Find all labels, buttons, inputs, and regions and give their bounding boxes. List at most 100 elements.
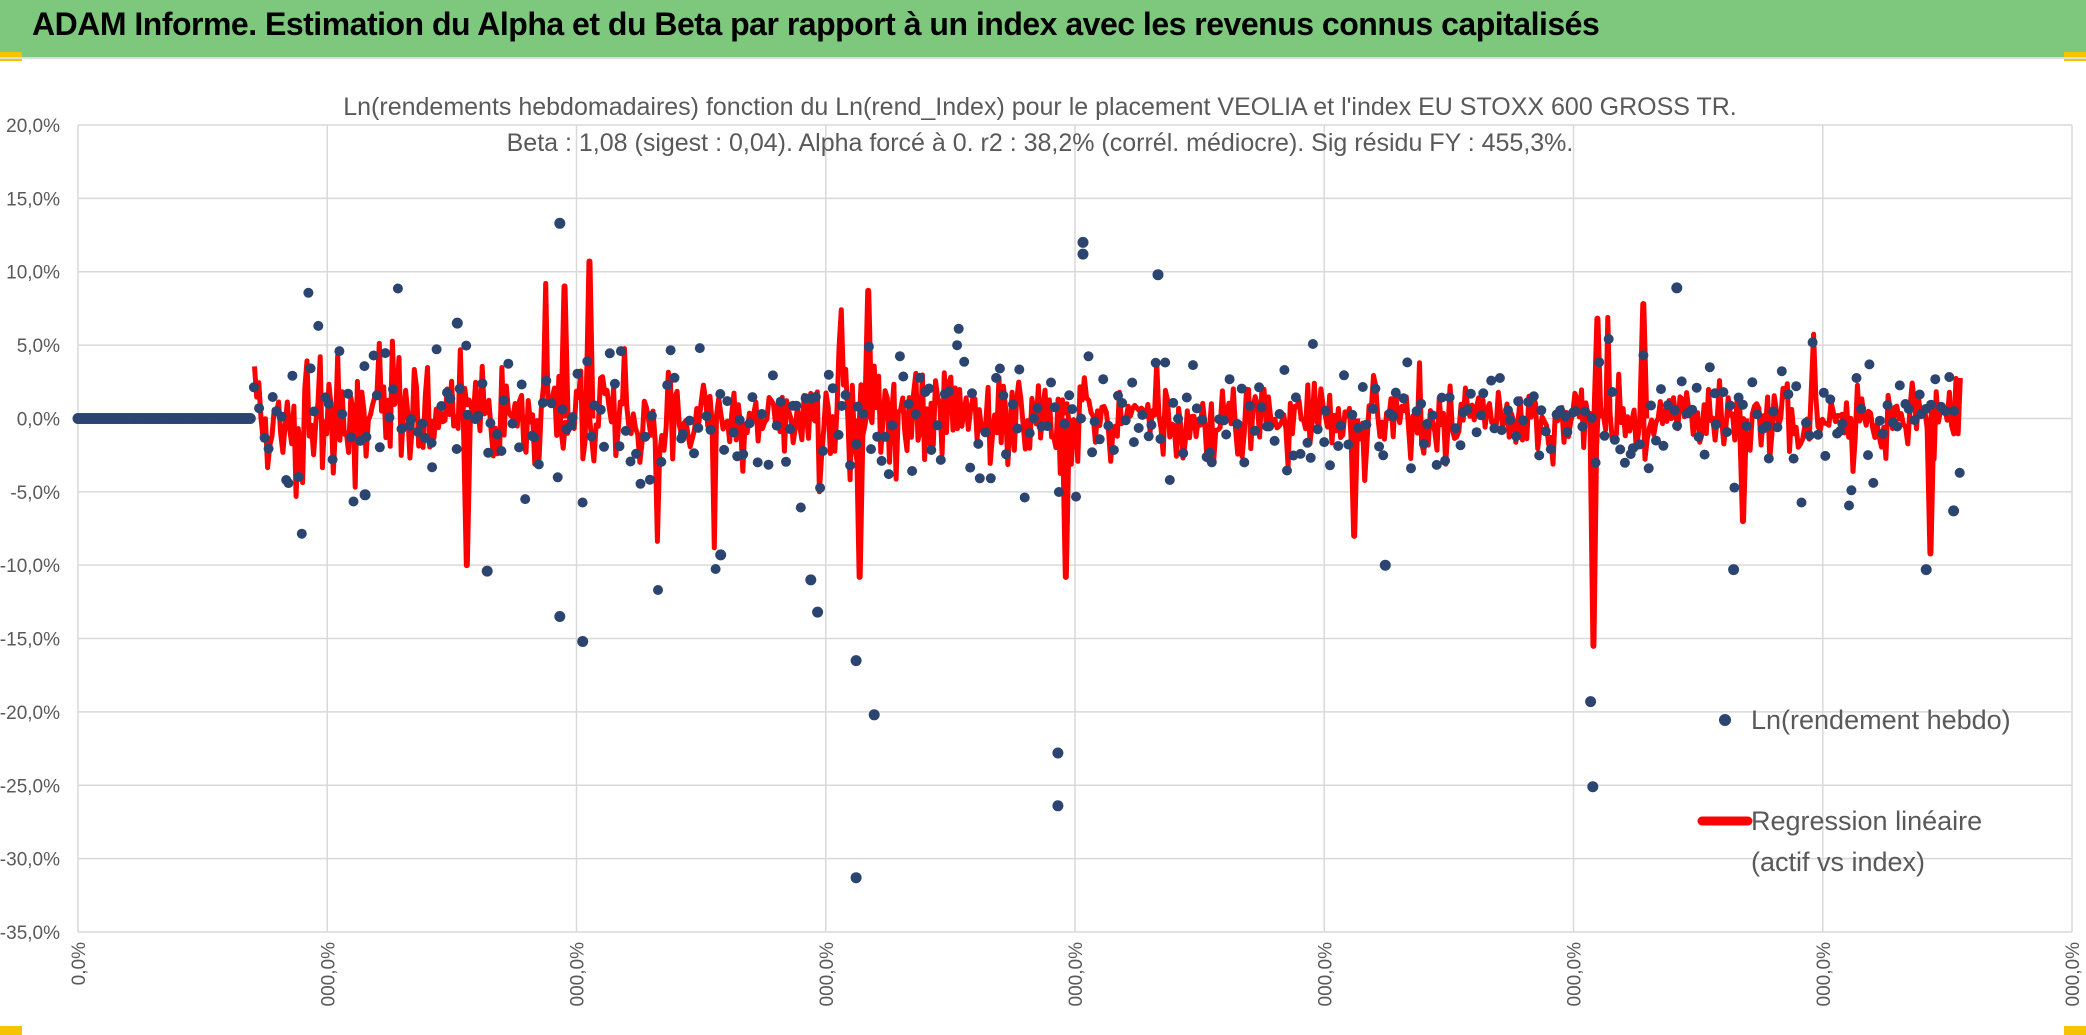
data-point — [1128, 437, 1139, 448]
outlier-point — [451, 317, 463, 329]
data-point — [640, 431, 651, 442]
corner-mark-top-right — [2064, 52, 2086, 61]
data-point — [932, 420, 943, 431]
data-point — [254, 403, 265, 414]
data-point — [267, 392, 278, 402]
data-point — [1729, 482, 1740, 493]
data-point — [876, 455, 887, 466]
data-point — [756, 409, 767, 419]
data-point — [620, 425, 631, 436]
data-point — [1164, 475, 1175, 485]
data-point — [1001, 449, 1011, 460]
data-point — [454, 383, 465, 394]
data-point — [767, 370, 778, 381]
data-point — [1699, 449, 1710, 460]
outlier-point — [850, 655, 862, 667]
data-point — [1402, 357, 1413, 368]
data-point — [451, 444, 462, 454]
data-point — [914, 372, 925, 383]
data-point — [1882, 400, 1893, 411]
data-point — [965, 462, 976, 473]
data-point — [1290, 392, 1301, 403]
data-point — [371, 390, 382, 401]
data-point — [1693, 431, 1704, 442]
outlier-point — [1671, 282, 1683, 294]
data-point — [1741, 421, 1752, 431]
data-point — [1406, 463, 1416, 474]
data-point — [614, 441, 625, 452]
regression-spike — [862, 287, 875, 419]
x-tick-label: 000,0% — [817, 942, 838, 1007]
data-point — [1804, 430, 1815, 441]
data-point — [431, 344, 442, 355]
data-point — [323, 398, 334, 409]
data-point — [991, 372, 1002, 383]
data-point — [609, 378, 620, 389]
data-point — [1067, 404, 1078, 415]
data-point — [1089, 416, 1100, 427]
data-point — [1339, 370, 1349, 381]
data-point — [836, 400, 847, 411]
data-point — [631, 448, 642, 459]
data-point — [625, 456, 636, 467]
y-tick-label: 10,0% — [6, 263, 60, 284]
data-point — [1064, 390, 1075, 401]
data-point — [845, 460, 856, 471]
data-point — [1651, 435, 1661, 446]
data-point — [1528, 391, 1539, 402]
data-point — [1737, 399, 1748, 410]
data-point — [1046, 377, 1056, 388]
y-tick-label: -35,0% — [0, 923, 60, 944]
data-point — [1837, 418, 1848, 429]
data-point — [1333, 441, 1344, 451]
data-point — [1944, 372, 1955, 382]
outlier-point — [554, 217, 566, 229]
data-point — [477, 378, 488, 389]
data-point — [903, 399, 914, 409]
data-point — [1295, 448, 1306, 459]
data-point — [858, 408, 869, 419]
y-tick-label: -15,0% — [0, 630, 60, 651]
data-point — [1206, 457, 1217, 468]
outlier-point — [812, 606, 824, 618]
data-point — [818, 446, 828, 456]
data-point — [263, 443, 274, 454]
data-point — [485, 418, 496, 429]
data-point — [1221, 429, 1232, 440]
data-point — [1181, 392, 1192, 403]
y-tick-label: 15,0% — [6, 189, 60, 210]
data-point — [1722, 427, 1732, 437]
data-point — [1909, 415, 1920, 426]
data-point — [851, 439, 862, 450]
data-point — [514, 442, 525, 453]
data-point — [1361, 419, 1372, 430]
data-point — [738, 449, 749, 460]
data-point — [810, 391, 821, 402]
data-point — [1224, 374, 1235, 385]
data-point — [924, 383, 935, 394]
data-point — [883, 469, 894, 480]
data-point — [1368, 403, 1379, 414]
data-point — [719, 444, 730, 455]
x-tick-label: 000,0% — [568, 942, 589, 1007]
legend-scatter-label: Ln(rendement hebdo) — [1751, 705, 2011, 735]
data-point — [752, 457, 763, 468]
data-point — [1325, 460, 1335, 471]
regression-spike — [558, 283, 571, 419]
data-point — [417, 418, 428, 429]
data-point — [1249, 425, 1260, 436]
y-tick-label: -10,0% — [0, 556, 60, 577]
regression-spike — [1637, 301, 1650, 419]
legend-scatter-marker — [1719, 714, 1731, 726]
data-point — [1335, 420, 1346, 431]
outlier-point — [868, 709, 880, 721]
corner-mark-bottom-right — [2064, 1026, 2086, 1035]
data-point — [1478, 388, 1489, 399]
data-point — [461, 340, 472, 351]
data-point — [887, 420, 898, 431]
data-point — [1656, 384, 1666, 395]
regression-spike — [1348, 418, 1361, 539]
data-point — [1143, 431, 1154, 442]
data-point — [1643, 463, 1654, 474]
data-point — [1638, 350, 1649, 361]
